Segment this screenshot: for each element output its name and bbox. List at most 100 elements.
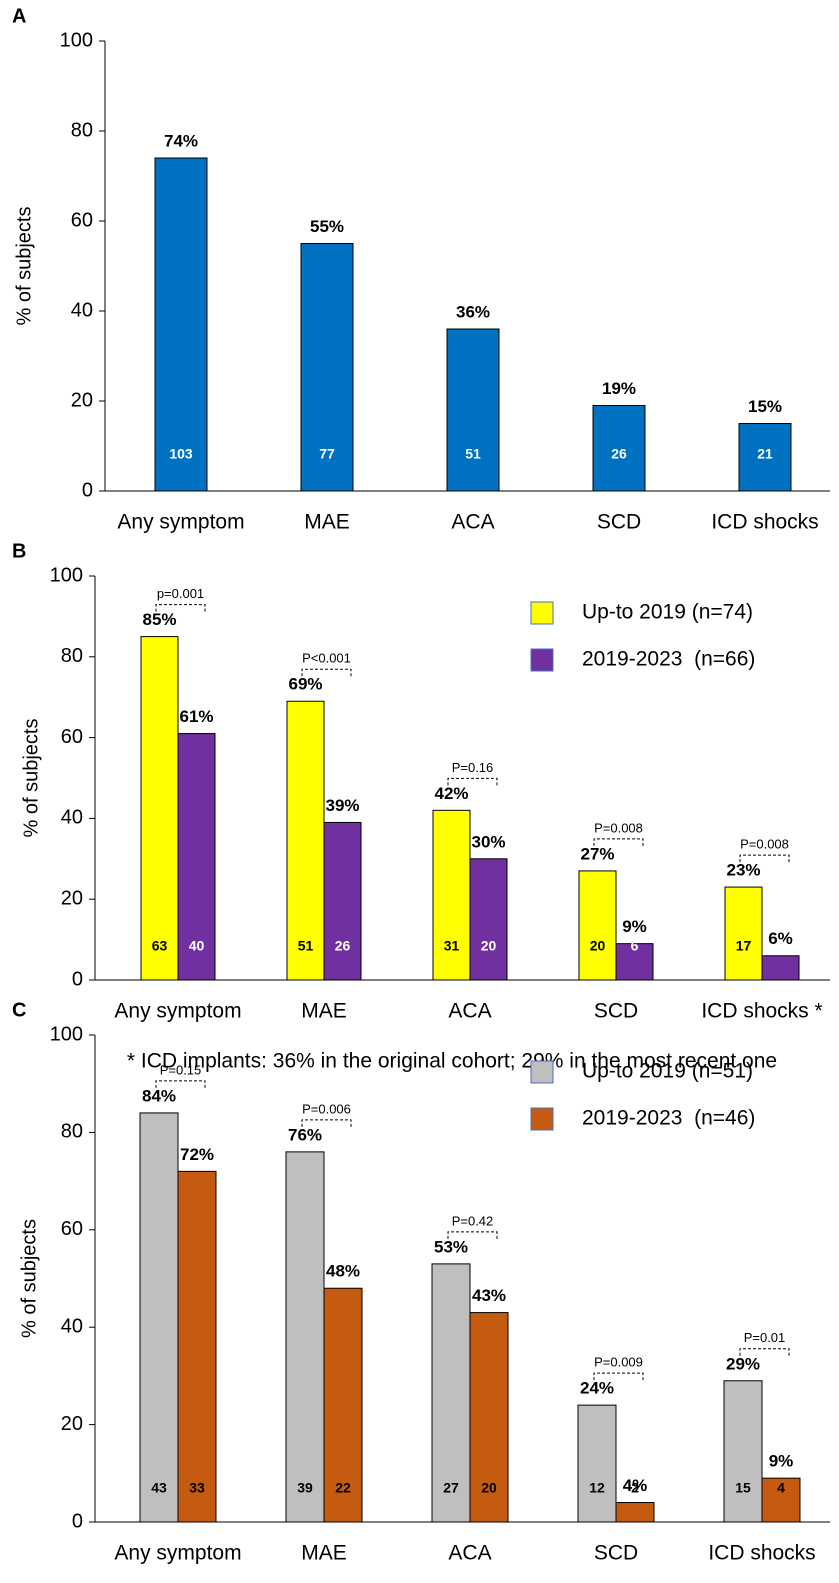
value-label: 42% (434, 784, 468, 803)
legend-label: 2019-2023 (n=66) (582, 648, 755, 671)
bar (323, 1287, 363, 1523)
legend-swatch (530, 601, 554, 625)
bar (761, 1477, 801, 1523)
value-label: 84% (142, 1086, 176, 1105)
legend-label: Up-to 2019 (n=74) (582, 601, 753, 624)
p-bracket (739, 1348, 790, 1356)
y-tick-label: 80 (71, 119, 93, 141)
bar (724, 886, 763, 981)
bar (615, 1502, 655, 1523)
value-label: 24% (580, 1379, 614, 1398)
x-tick-label: SCD (594, 1000, 638, 1023)
p-value: P=0.01 (744, 1330, 786, 1345)
value-label: 36% (456, 302, 490, 321)
value-label: 74% (164, 131, 198, 150)
value-label: 6% (768, 929, 793, 948)
bar (140, 636, 179, 981)
value-label: 85% (142, 610, 176, 629)
y-tick-label: 40 (61, 1315, 83, 1337)
value-label: 39% (325, 796, 359, 815)
value-label: 48% (326, 1262, 360, 1281)
p-bracket (593, 838, 644, 846)
x-tick-label: Any symptom (114, 1542, 241, 1565)
value-label: 19% (602, 379, 636, 398)
bar (285, 1151, 325, 1523)
value-label: 15% (748, 397, 782, 416)
y-tick-label: 100 (50, 1023, 83, 1045)
count-label: 51 (465, 446, 481, 462)
bar (761, 955, 800, 981)
bar (139, 1112, 179, 1523)
y-tick-label: 0 (72, 968, 83, 990)
value-label: 69% (288, 675, 322, 694)
count-label: 6 (631, 938, 639, 954)
count-label: 20 (481, 1480, 497, 1496)
x-tick-label: MAE (301, 1542, 347, 1565)
x-tick-label: Any symptom (117, 511, 244, 534)
value-label: 43% (472, 1286, 506, 1305)
bar (432, 809, 471, 981)
p-value: p=0.001 (157, 586, 204, 601)
y-axis-label: % of subjects (13, 207, 35, 326)
y-tick-label: 60 (61, 726, 83, 748)
count-label: 43 (151, 1480, 167, 1496)
p-bracket (155, 1080, 206, 1088)
y-tick-label: 80 (61, 1121, 83, 1143)
bar (723, 1380, 763, 1523)
value-label: 9% (622, 917, 647, 936)
count-label: 77 (319, 446, 335, 462)
count-label: 31 (444, 938, 460, 954)
x-tick-label: SCD (597, 511, 641, 534)
value-label: 53% (434, 1237, 468, 1256)
bar (577, 1404, 617, 1523)
x-tick-label: SCD (594, 1542, 638, 1565)
p-value: P=0.006 (302, 1101, 351, 1116)
x-tick-label: MAE (304, 511, 350, 534)
y-tick-label: 20 (61, 887, 83, 909)
value-label: 9% (769, 1452, 794, 1471)
bar (469, 1312, 509, 1523)
y-tick-label: 40 (71, 299, 93, 321)
bar (177, 733, 216, 981)
p-bracket (447, 1231, 498, 1239)
count-label: 2 (631, 1480, 639, 1496)
value-label: 27% (580, 844, 614, 863)
value-label: 29% (726, 1354, 760, 1373)
y-axis-label: % of subjects (18, 1219, 40, 1338)
legend-swatch (530, 1107, 554, 1131)
x-tick-label: ICD shocks (708, 1542, 815, 1565)
p-bracket (593, 1372, 644, 1381)
legend-swatch (530, 648, 554, 672)
bar (154, 157, 208, 492)
p-value: P=0.16 (452, 760, 494, 775)
p-bracket (301, 668, 352, 677)
bar (431, 1263, 471, 1523)
y-tick-label: 0 (72, 1510, 83, 1532)
count-label: 103 (169, 446, 193, 462)
y-tick-label: 60 (71, 209, 93, 231)
count-label: 17 (736, 938, 752, 954)
p-bracket (301, 1119, 352, 1127)
count-label: 27 (443, 1480, 459, 1496)
y-tick-label: 80 (61, 645, 83, 667)
p-value: P=0.009 (594, 1355, 643, 1370)
panel-label: B (12, 540, 26, 562)
bar (615, 943, 654, 981)
value-label: 4% (623, 1476, 648, 1495)
count-label: 21 (757, 446, 773, 462)
value-label: 55% (310, 217, 344, 236)
y-tick-label: 20 (61, 1413, 83, 1435)
bar (469, 858, 508, 981)
bar (286, 700, 325, 981)
count-label: 20 (590, 938, 606, 954)
bar (592, 405, 646, 492)
count-label: 39 (297, 1480, 313, 1496)
count-label: 33 (189, 1480, 205, 1496)
p-value: P=0.008 (740, 837, 789, 852)
y-tick-label: 100 (60, 29, 93, 51)
count-label: 4 (777, 1480, 785, 1496)
count-label: 63 (152, 938, 168, 954)
bar (738, 423, 792, 492)
p-bracket (155, 604, 206, 612)
y-tick-label: 40 (61, 807, 83, 829)
